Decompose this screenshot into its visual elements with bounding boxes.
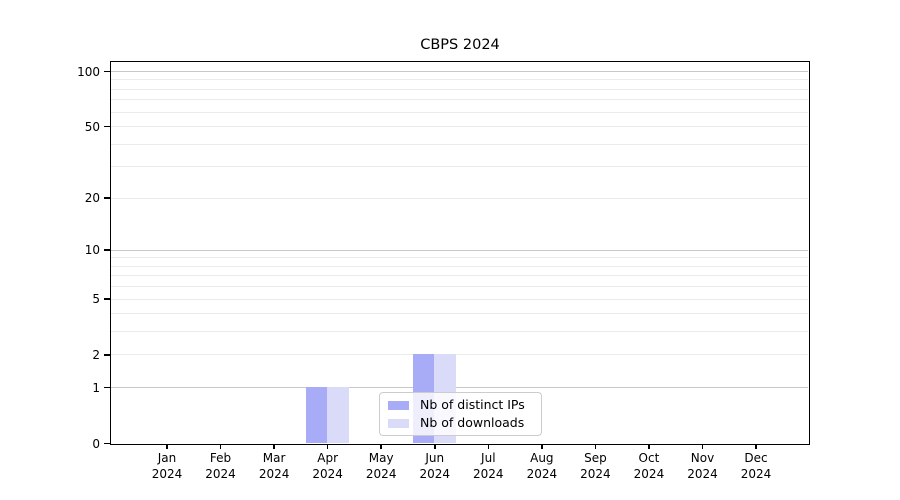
x-tick-line: Dec xyxy=(744,451,768,465)
x-tick-mark xyxy=(648,444,650,449)
x-tick-label: Mar 2024 xyxy=(259,451,290,482)
gridline-minor xyxy=(111,286,808,288)
gridline-minor xyxy=(111,275,808,277)
x-tick-line: 2024 xyxy=(633,466,665,481)
y-tick-mark xyxy=(104,249,110,251)
legend-label: Nb of downloads xyxy=(420,415,525,430)
x-tick-mark xyxy=(594,444,597,449)
x-tick-line: Nov xyxy=(690,451,715,465)
y-tick-label: 0 xyxy=(92,436,100,451)
gridline-major xyxy=(111,71,808,73)
x-tick-mark xyxy=(273,444,275,449)
gridline-minor xyxy=(111,331,808,333)
gridline-major xyxy=(111,249,808,251)
x-tick-mark xyxy=(701,444,704,449)
gridline-minor xyxy=(111,354,808,356)
x-tick-line: 2024 xyxy=(740,466,772,481)
legend-label: Nb of distinct IPs xyxy=(420,397,525,412)
x-tick-label: Jun 2024 xyxy=(419,451,450,482)
x-tick-mark xyxy=(487,444,490,449)
gridline-minor xyxy=(111,99,808,101)
legend-swatch xyxy=(388,400,409,410)
x-tick-line: Oct xyxy=(638,451,660,465)
gridline-minor xyxy=(111,265,808,267)
gridline-major xyxy=(111,387,808,389)
x-tick-label: Nov 2024 xyxy=(687,451,718,482)
gridline-minor xyxy=(111,257,808,259)
x-tick-line: May xyxy=(368,451,394,465)
gridline-minor xyxy=(111,166,808,168)
x-tick-mark xyxy=(380,444,382,449)
gridline-minor xyxy=(111,313,808,315)
x-tick-line: 2024 xyxy=(151,466,183,481)
x-tick-label: Apr 2024 xyxy=(312,451,343,482)
legend-item: Nb of downloads xyxy=(388,416,533,430)
x-tick-line: 2024 xyxy=(473,466,504,481)
x-tick-line: 2024 xyxy=(312,466,343,481)
x-tick-line: 2024 xyxy=(419,466,451,481)
y-tick-mark xyxy=(104,354,110,356)
gridline-minor xyxy=(111,111,808,113)
x-tick-mark xyxy=(326,444,329,449)
x-tick-line: 2024 xyxy=(687,466,718,481)
x-tick-line: Jul xyxy=(481,451,496,465)
legend-swatch xyxy=(388,418,409,428)
x-tick-mark xyxy=(541,444,543,449)
x-tick-label: May 2024 xyxy=(366,451,397,482)
chart-title: CBPS 2024 xyxy=(420,37,500,53)
y-tick-label: 1 xyxy=(92,380,100,395)
gridline-minor xyxy=(111,197,808,199)
gridline-minor xyxy=(111,143,808,145)
x-tick-line: Jun xyxy=(425,451,445,465)
x-tick-label: Jan 2024 xyxy=(152,451,183,482)
gridline-minor xyxy=(111,88,808,90)
x-tick-line: 2024 xyxy=(365,466,397,481)
legend-item: Nb of distinct IPs xyxy=(388,398,533,412)
y-tick-mark xyxy=(104,70,110,73)
y-tick-label: 20 xyxy=(84,191,100,206)
x-tick-label: Jul 2024 xyxy=(473,451,504,482)
plot-area xyxy=(110,61,810,445)
x-tick-mark xyxy=(755,444,757,449)
y-tick-mark xyxy=(104,442,110,445)
y-tick-label: 2 xyxy=(92,347,100,362)
x-tick-line: 2024 xyxy=(580,466,611,481)
x-tick-mark xyxy=(434,444,436,449)
x-tick-line: Aug xyxy=(530,451,554,465)
x-tick-line: Mar xyxy=(262,451,286,465)
x-tick-line: 2024 xyxy=(258,466,290,481)
y-tick-mark xyxy=(104,386,110,389)
x-tick-line: Apr xyxy=(317,451,339,465)
x-tick-line: 2024 xyxy=(526,466,558,481)
legend: Nb of distinct IPs Nb of downloads xyxy=(379,392,542,436)
x-tick-label: Dec 2024 xyxy=(741,451,772,482)
y-tick-mark xyxy=(104,125,110,128)
x-tick-label: Feb 2024 xyxy=(205,451,236,482)
x-tick-mark xyxy=(166,444,168,449)
x-tick-line: Sep xyxy=(584,451,607,465)
y-tick-label: 5 xyxy=(92,292,100,307)
x-tick-label: Sep 2024 xyxy=(580,451,611,482)
x-tick-label: Oct 2024 xyxy=(634,451,665,482)
gridline-minor xyxy=(111,126,808,128)
bar-distinct-ips xyxy=(305,387,328,443)
x-tick-line: Jan xyxy=(157,451,177,465)
gridline-minor xyxy=(111,298,808,300)
x-tick-mark xyxy=(219,444,222,449)
x-tick-label: Aug 2024 xyxy=(527,451,558,482)
gridline-minor xyxy=(111,79,808,81)
x-tick-line: Feb xyxy=(209,451,232,465)
y-tick-label: 100 xyxy=(77,64,100,79)
y-tick-mark xyxy=(104,197,110,199)
y-tick-label: 10 xyxy=(84,243,100,258)
y-tick-mark xyxy=(104,298,110,300)
y-tick-label: 50 xyxy=(84,119,100,134)
x-tick-line: 2024 xyxy=(205,466,236,481)
bar-downloads xyxy=(327,387,349,443)
